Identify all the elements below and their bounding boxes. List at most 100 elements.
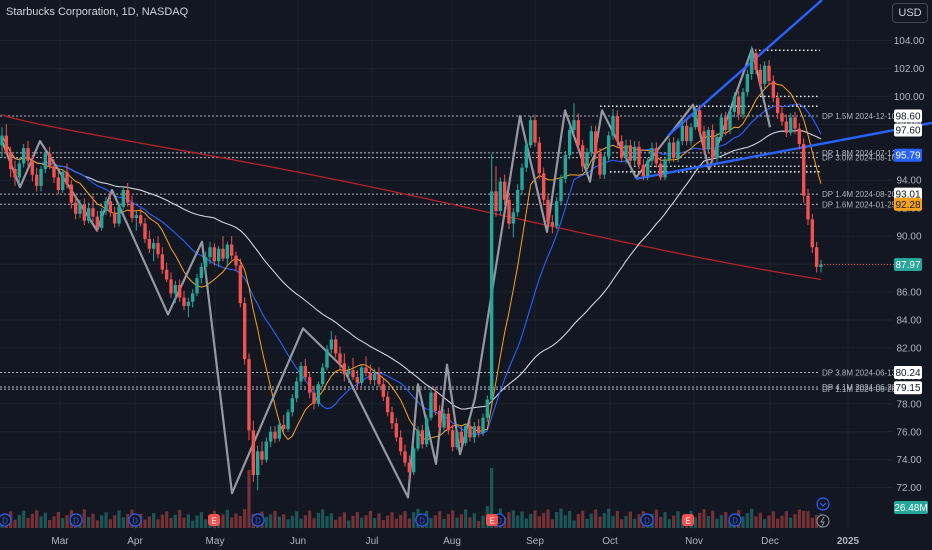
candle-body — [450, 430, 455, 448]
price-tag-label: 93.01 — [895, 190, 920, 201]
earnings-marker — [208, 514, 220, 526]
volume-bar — [407, 518, 411, 528]
candle-body — [338, 353, 342, 364]
candle-body — [437, 410, 442, 428]
dark-pool-label: DP 1.1M 2024-06-26 — [822, 385, 897, 394]
candle-body — [4, 135, 9, 153]
price-tag — [894, 187, 922, 201]
candle-body — [481, 417, 485, 434]
candle-body — [8, 152, 13, 170]
volume-bar — [442, 518, 446, 528]
candle-body — [385, 396, 390, 413]
volume-bar — [754, 516, 758, 528]
candle-body — [229, 244, 234, 256]
volume-bar — [143, 519, 147, 528]
candle-body — [73, 202, 78, 214]
candle-body — [247, 359, 251, 431]
volume-bar — [793, 514, 797, 528]
volume-bar — [797, 509, 801, 528]
candle-body — [702, 131, 706, 150]
candle-body — [537, 142, 542, 174]
volume-bar — [780, 515, 784, 528]
candle-body — [164, 269, 169, 280]
earnings-marker-label: E — [211, 517, 216, 526]
dividend-marker-label: D — [2, 517, 8, 526]
volume-bar — [182, 517, 186, 528]
price-tag — [894, 258, 922, 272]
candle-body — [30, 160, 35, 175]
candle-body — [593, 131, 598, 154]
volume-bar — [13, 519, 17, 528]
candle-body — [299, 366, 303, 382]
volume-bar — [243, 509, 247, 528]
candle-body — [775, 97, 780, 114]
volume-bar — [364, 515, 368, 528]
volume-bar — [412, 512, 416, 528]
volume-bar — [230, 517, 234, 528]
price-tag — [894, 381, 922, 395]
candle-body — [788, 117, 793, 133]
lightning-icon — [816, 514, 830, 528]
volume-bar — [104, 512, 108, 528]
price-tag-label: 80.24 — [895, 368, 920, 379]
volume-bar — [277, 516, 281, 528]
candle-body — [758, 69, 763, 84]
volume-bar — [117, 510, 121, 528]
candle-body — [528, 120, 533, 146]
candle-body — [494, 191, 498, 211]
volume-bar — [290, 515, 294, 528]
candle-body — [728, 111, 732, 130]
candle-body — [676, 141, 680, 158]
candle-body — [99, 210, 104, 228]
volume-bar — [403, 511, 407, 528]
candle-body — [793, 117, 797, 129]
volume-bar — [620, 519, 624, 528]
y-tick-label: 78.00 — [896, 399, 921, 410]
volume-bar — [438, 511, 442, 528]
dividend-marker — [128, 513, 142, 527]
volume-bar — [325, 516, 329, 528]
candle-body — [112, 212, 117, 224]
volume-bar — [542, 512, 546, 528]
time-axis[interactable]: Mar Apr May Jun Jul Aug Sep Oct Nov Dec 2025 — [51, 536, 859, 547]
volume-bar — [35, 510, 39, 528]
candle-body — [56, 177, 61, 191]
candle-body — [754, 53, 758, 70]
volume-bar — [195, 515, 199, 528]
candle-body — [251, 430, 256, 476]
volume-bar — [56, 512, 60, 528]
candle-body — [658, 163, 663, 178]
price-tag — [894, 109, 922, 123]
x-tick-label: Apr — [127, 536, 143, 547]
candle-body — [69, 184, 74, 203]
volume-bar — [234, 513, 238, 528]
volume-bar — [368, 510, 372, 528]
price-tag — [894, 123, 922, 137]
candle-body — [476, 426, 481, 434]
volume-bar — [546, 509, 550, 528]
candle-body — [130, 202, 134, 218]
volume-bar — [520, 511, 524, 528]
volume-bar — [676, 511, 680, 528]
candle-body — [151, 243, 156, 249]
volume-bar — [776, 518, 780, 528]
candle-body — [550, 222, 555, 227]
candle-body — [637, 146, 641, 165]
candle-body — [156, 243, 160, 255]
volume-bar — [303, 515, 307, 528]
x-tick-label: Aug — [443, 536, 461, 547]
volume-bar — [178, 510, 182, 528]
candle-body — [559, 178, 563, 202]
earnings-marker — [682, 514, 694, 526]
volume-bar — [563, 515, 567, 528]
currency-button[interactable]: USD — [892, 3, 928, 23]
candle-body — [190, 293, 195, 302]
candle-body — [446, 413, 451, 431]
candle-body — [78, 204, 82, 214]
volume-bar — [789, 517, 793, 528]
zigzag-pattern — [0, 47, 772, 499]
dark-pool-label: DP 1.4M 2024-08-20 — [822, 190, 897, 199]
ma-10-line — [1, 82, 822, 441]
